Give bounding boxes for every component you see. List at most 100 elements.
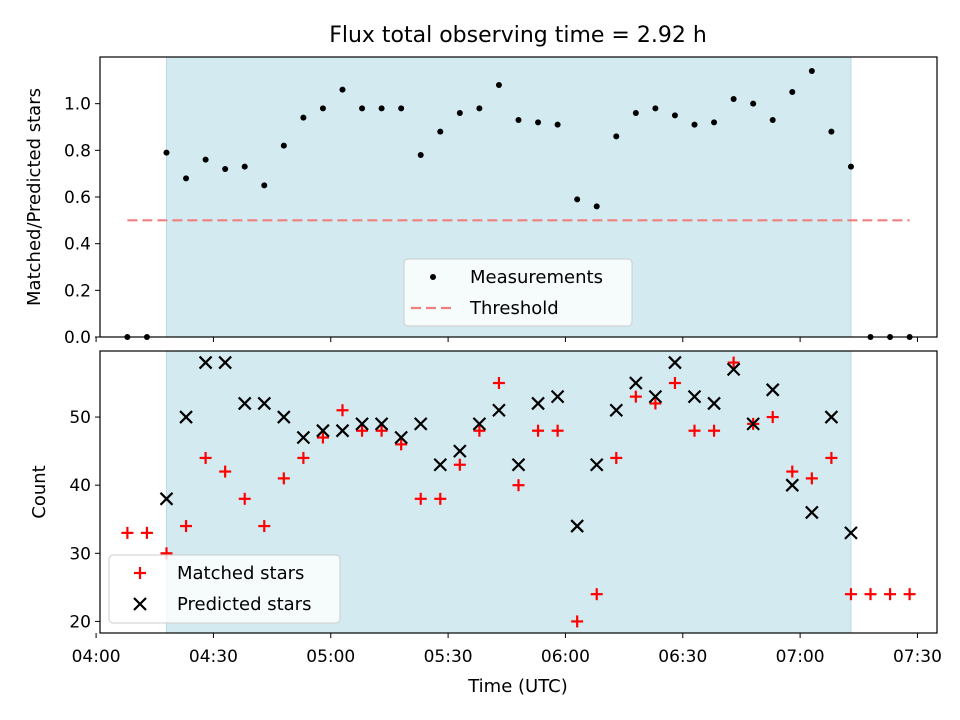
bottom-x-ticks: 04:00 04:30 05:00 05:30 06:00 06:30 07:00 07:30 [72, 633, 942, 667]
matched-star-point [356, 424, 369, 437]
bottom-legend-box [108, 554, 341, 624]
measurement-point [554, 121, 561, 128]
matched-star-point [219, 465, 232, 478]
matched-star-point [610, 451, 623, 464]
predicted-star-point [277, 410, 291, 424]
measurement-point [183, 175, 190, 182]
measurement-point [202, 156, 209, 163]
predicted-star-point [179, 410, 193, 424]
matched-star-point [825, 451, 838, 464]
matched-star-point [668, 377, 681, 390]
measurement-point [808, 68, 815, 74]
bottom-x-tick-label: 05:00 [306, 647, 355, 667]
bottom-x-tick-label: 04:30 [189, 647, 238, 667]
predicted-star-point [570, 519, 584, 533]
bottom-x-tick-label: 06:00 [541, 647, 590, 667]
predicted-star-point [746, 417, 760, 431]
measurement-point [437, 128, 444, 135]
matched-star-point [649, 397, 662, 410]
predicted-star-point [765, 383, 780, 397]
chart-title: Flux total observing time = 2.92 h [329, 23, 707, 48]
top-y-tick-label: 0.2 [64, 281, 91, 301]
matched-star-point [238, 492, 251, 505]
matched-star-point [473, 424, 486, 437]
matched-star-point [492, 377, 505, 390]
top-y-tick-label: 0.4 [64, 235, 91, 255]
top-y-axis-label: Matched/Predicted stars [24, 88, 45, 306]
predicted-star-point [531, 396, 545, 411]
bottom-axes-frame [99, 350, 938, 634]
predicted-star-point [589, 457, 604, 472]
predicted-star-point [237, 396, 252, 411]
legend-label-measurements: Measurements [470, 267, 603, 288]
measurement-point [241, 163, 248, 170]
matched-star-point [629, 390, 642, 403]
measurement-point [515, 117, 522, 123]
top-y-ticks: 0.0 0.2 0.4 0.6 0.8 1.0 [64, 95, 100, 348]
matched-star-point [180, 520, 193, 533]
matched-star-point [805, 472, 818, 485]
top-legend: Measurements Threshold [403, 258, 633, 327]
measurement-point [730, 96, 737, 102]
measurement-point [769, 117, 776, 123]
bottom-y-ticks: 20 30 40 50 [69, 408, 100, 632]
predicted-star-point [511, 457, 526, 472]
top-axes-frame [99, 56, 938, 338]
predicted-star-point [550, 389, 565, 404]
measurement-point [828, 128, 835, 135]
predicted-star-point [707, 396, 721, 411]
measurement-point [574, 196, 581, 203]
matched-star-point [140, 526, 153, 539]
matched-star-point [316, 431, 329, 444]
bottom-y-axis-label: Count [29, 465, 50, 518]
predicted-star-point [394, 430, 408, 445]
matched-star-point [336, 404, 349, 417]
predicted-star-point [805, 505, 819, 520]
bottom-y-tick-label: 30 [69, 544, 91, 564]
predicted-star-point [785, 478, 800, 492]
predicted-star-point [453, 444, 467, 458]
measurement-point [456, 110, 463, 116]
matched-star-point [708, 424, 721, 437]
matched-star-point [121, 526, 134, 539]
matched-star-point [844, 588, 857, 601]
matched-star-point [277, 472, 290, 485]
bottom-x-tick-label: 07:00 [776, 647, 825, 667]
bottom-y-tick-label: 40 [69, 476, 91, 496]
measurement-point [417, 152, 424, 158]
matched-star-point [395, 438, 408, 451]
measurement-point [339, 86, 346, 93]
bottom-x-axis-label: Time (UTC) [467, 676, 568, 697]
matched-star-point [199, 451, 212, 464]
predicted-star-point [316, 423, 330, 438]
predicted-star-point [433, 457, 448, 472]
matched-star-point [434, 492, 447, 505]
predicted-star-point [218, 355, 232, 370]
top-legend-box [403, 258, 633, 327]
predicted-star-point [648, 389, 663, 404]
measurement-point [222, 166, 229, 172]
measurement-point [359, 105, 366, 112]
matched-star-point [414, 492, 427, 505]
measurement-point [671, 112, 678, 119]
legend-measurement-marker [430, 274, 436, 280]
measurement-point [632, 110, 639, 116]
matched-star-point [590, 588, 603, 601]
predicted-star-point [335, 423, 350, 438]
predicted-star-point [413, 417, 428, 431]
top-panel: 0.0 0.2 0.4 0.6 0.8 1.0 Matched/Predicted sta… [24, 56, 938, 348]
measurement-point [535, 119, 542, 126]
top-y-tick-label: 0.6 [64, 188, 91, 208]
bottom-y-tick-label: 50 [69, 408, 91, 428]
bottom-legend: Matched stars Predicted stars [108, 554, 341, 624]
predicted-star-point [824, 410, 839, 424]
matched-star-point [258, 520, 271, 533]
measurement-point [280, 142, 287, 149]
matched-star-point [297, 451, 310, 464]
legend-label-threshold: Threshold [469, 298, 559, 319]
matched-star-point [786, 465, 799, 478]
matched-star-point [571, 615, 584, 628]
measurement-point [711, 119, 718, 126]
legend-predicted-marker [133, 597, 147, 611]
